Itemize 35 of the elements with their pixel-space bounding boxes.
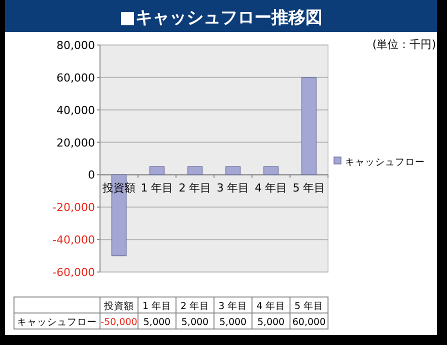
data-label: 60,000 [292,317,326,328]
y-tick-label: -40,000 [52,234,95,247]
y-tick-label: -60,000 [52,266,95,279]
data-label: 5,000 [257,317,285,328]
text: キャッシュフロー [17,317,97,328]
y-tick-label: 80,000 [56,39,95,52]
x-tick-label: 1 年目 [142,300,172,312]
x-tick-label: 投資額 [103,300,134,312]
bar [263,166,279,176]
x-tick-label: 4 年目 [256,300,286,312]
data-label: -50,000 [100,317,138,328]
y-tick-label: 60,000 [56,71,95,84]
y-tick-label: -20,000 [52,201,95,214]
text: (単位：千円) [372,38,436,51]
category-label: 2 年目 [178,182,212,195]
bar [187,166,203,176]
y-tick-label: 40,000 [56,104,95,117]
bar [225,166,241,176]
category-label: 5 年目 [292,182,326,195]
bar [301,77,317,176]
category-label: 4 年目 [254,182,288,195]
data-label: 5,000 [181,317,209,328]
x-tick-label: 2 年目 [180,300,210,312]
category-label: 3 年目 [216,182,250,195]
data-label: 5,000 [219,317,247,328]
y-tick-label: 0 [88,168,95,182]
y-tick-label: 20,000 [56,136,95,150]
chart-title: ■キャッシュフロー推移図 [119,8,323,28]
x-tick-label: 3 年目 [218,300,248,312]
category-label: 1 年目 [140,182,174,195]
bar [149,166,165,176]
legend-label: キャッシュフロー [345,157,425,168]
data-label: 5,000 [143,317,171,328]
x-tick-label: 5 年目 [294,300,324,312]
category-label: 投資額 [102,182,136,195]
